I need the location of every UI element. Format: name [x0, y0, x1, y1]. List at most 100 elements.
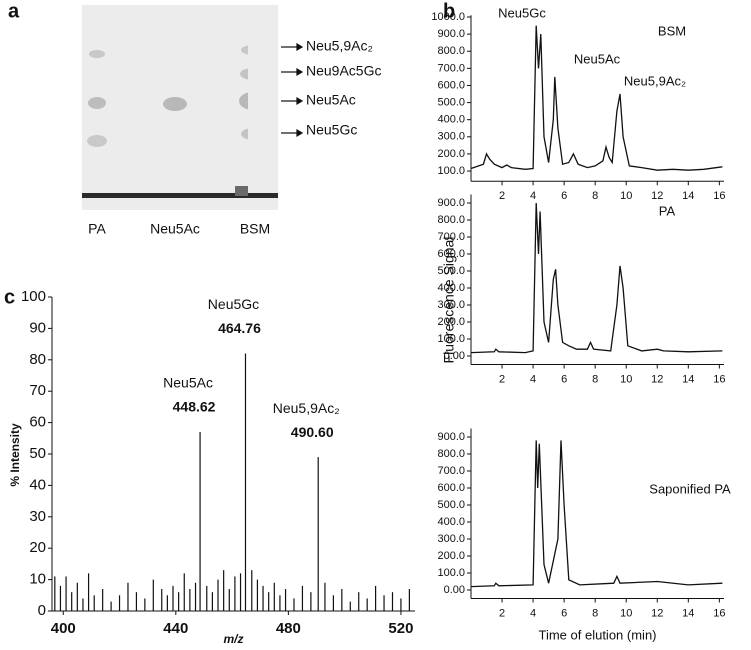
origin-line: [248, 193, 278, 198]
x-tick-label: 6: [561, 373, 567, 385]
peak-mz: 490.60: [291, 424, 334, 440]
x-tick-label: 8: [592, 190, 598, 202]
y-tick-label: 90: [29, 319, 46, 336]
y-tick-label: 700.0: [437, 231, 465, 243]
x-tick-label: 12: [651, 190, 663, 202]
x-tick-label: 440: [163, 620, 188, 637]
y-tick-label: 10: [29, 571, 46, 588]
y-tick-label: 500.0: [437, 499, 465, 511]
spot: [88, 97, 106, 109]
spot-label: Neu5Gc: [306, 122, 357, 138]
x-axis-label: m/z: [223, 632, 243, 646]
origin-line: [82, 193, 248, 198]
y-tick-label: 800.0: [437, 448, 465, 460]
y-tick-label: 300.0: [437, 131, 465, 143]
y-tick-label: 600.0: [437, 482, 465, 494]
y-tick-label: 80: [29, 351, 46, 368]
spot: [89, 50, 105, 58]
peak-name: Neu5,9Ac₂: [273, 400, 340, 416]
y-tick-label: 500.0: [437, 265, 465, 277]
y-tick-label: 900.0: [437, 28, 465, 40]
x-tick-label: 12: [651, 607, 663, 619]
trace: [470, 440, 723, 588]
y-tick-label: 300.0: [437, 533, 465, 545]
y-tick-label: 20: [29, 539, 46, 556]
plate: [248, 5, 278, 210]
y-tick-label: 800.0: [437, 45, 465, 57]
x-tick-label: 16: [713, 190, 725, 202]
y-tick-label: 300.0: [437, 299, 465, 311]
x-tick-label: 10: [620, 607, 632, 619]
lane-label: Neu5Ac: [150, 221, 200, 237]
y-tick-label: 100.0: [437, 567, 465, 579]
y-tick-label: 200.0: [437, 148, 465, 160]
x-tick-label: 10: [620, 190, 632, 202]
x-tick-label: 10: [620, 373, 632, 385]
y-tick-label: 1000.0: [431, 11, 465, 23]
peak-mz: 464.76: [218, 320, 261, 336]
x-tick-label: 2: [499, 373, 505, 385]
panel-label: a: [8, 0, 20, 22]
y-tick-label: 40: [29, 476, 46, 493]
y-axis-label: % Intensity: [8, 423, 22, 487]
y-tick-label: 900.0: [437, 197, 465, 209]
y-tick-label: 700.0: [437, 62, 465, 74]
peak-mz: 448.62: [173, 399, 216, 415]
y-tick-label: 0.00: [444, 584, 465, 596]
y-tick-label: 70: [29, 382, 46, 399]
x-axis-label: Time of elution (min): [539, 627, 657, 642]
panel-label: b: [443, 0, 455, 22]
x-tick-label: 520: [388, 620, 413, 637]
chart-title: BSM: [658, 23, 686, 38]
y-tick-label: 200.0: [437, 550, 465, 562]
y-tick-label: 700.0: [437, 465, 465, 477]
annotation: Neu5,9Ac₂: [624, 73, 686, 88]
spot-label: Neu9Ac5Gc: [306, 63, 381, 79]
y-tick-label: 100: [21, 288, 46, 305]
x-tick-label: 400: [51, 620, 76, 637]
trace: [470, 202, 723, 354]
spot: [87, 135, 107, 147]
y-tick-label: 100.0: [437, 165, 465, 177]
y-tick-label: 400.0: [437, 516, 465, 528]
y-tick-label: 200.0: [437, 316, 465, 328]
lane-label: BSM: [240, 221, 270, 237]
chart-title: Saponified PA: [649, 481, 731, 496]
spot-label: Neu5Ac: [306, 92, 356, 108]
x-tick-label: 4: [530, 190, 536, 202]
arrows: [281, 42, 304, 138]
chart-title: PA: [659, 203, 676, 218]
y-tick-label: 600.0: [437, 79, 465, 91]
y-tick-label: 0.00: [444, 350, 465, 362]
y-axis-label: Fluorescence Signal: [441, 237, 457, 364]
x-tick-label: 16: [713, 373, 725, 385]
lane-label: PA: [88, 221, 106, 237]
x-tick-label: 480: [276, 620, 301, 637]
x-tick-label: 4: [530, 607, 536, 619]
tlc-plate: [82, 5, 267, 210]
x-tick-label: 6: [561, 607, 567, 619]
x-tick-label: 2: [499, 607, 505, 619]
y-tick-label: 900.0: [437, 431, 465, 443]
x-tick-label: 14: [682, 190, 694, 202]
y-tick-label: 50: [29, 445, 46, 462]
peak-name: Neu5Ac: [163, 375, 213, 391]
panel-label: c: [4, 286, 15, 308]
x-tick-label: 14: [682, 607, 694, 619]
x-tick-label: 4: [530, 373, 536, 385]
annotation: Neu5Gc: [498, 5, 546, 20]
y-tick-label: 400.0: [437, 114, 465, 126]
annotation: Neu5Ac: [574, 51, 621, 66]
y-tick-label: 0: [38, 602, 46, 619]
x-tick-label: 2: [499, 190, 505, 202]
spot-label: Neu5,9Ac₂: [306, 38, 373, 54]
y-tick-label: 30: [29, 508, 46, 525]
spot: [163, 97, 187, 111]
x-tick-label: 14: [682, 373, 694, 385]
y-tick-label: 500.0: [437, 96, 465, 108]
x-tick-label: 16: [713, 607, 725, 619]
x-tick-label: 8: [592, 607, 598, 619]
y-tick-label: 400.0: [437, 282, 465, 294]
trace: [470, 25, 723, 171]
